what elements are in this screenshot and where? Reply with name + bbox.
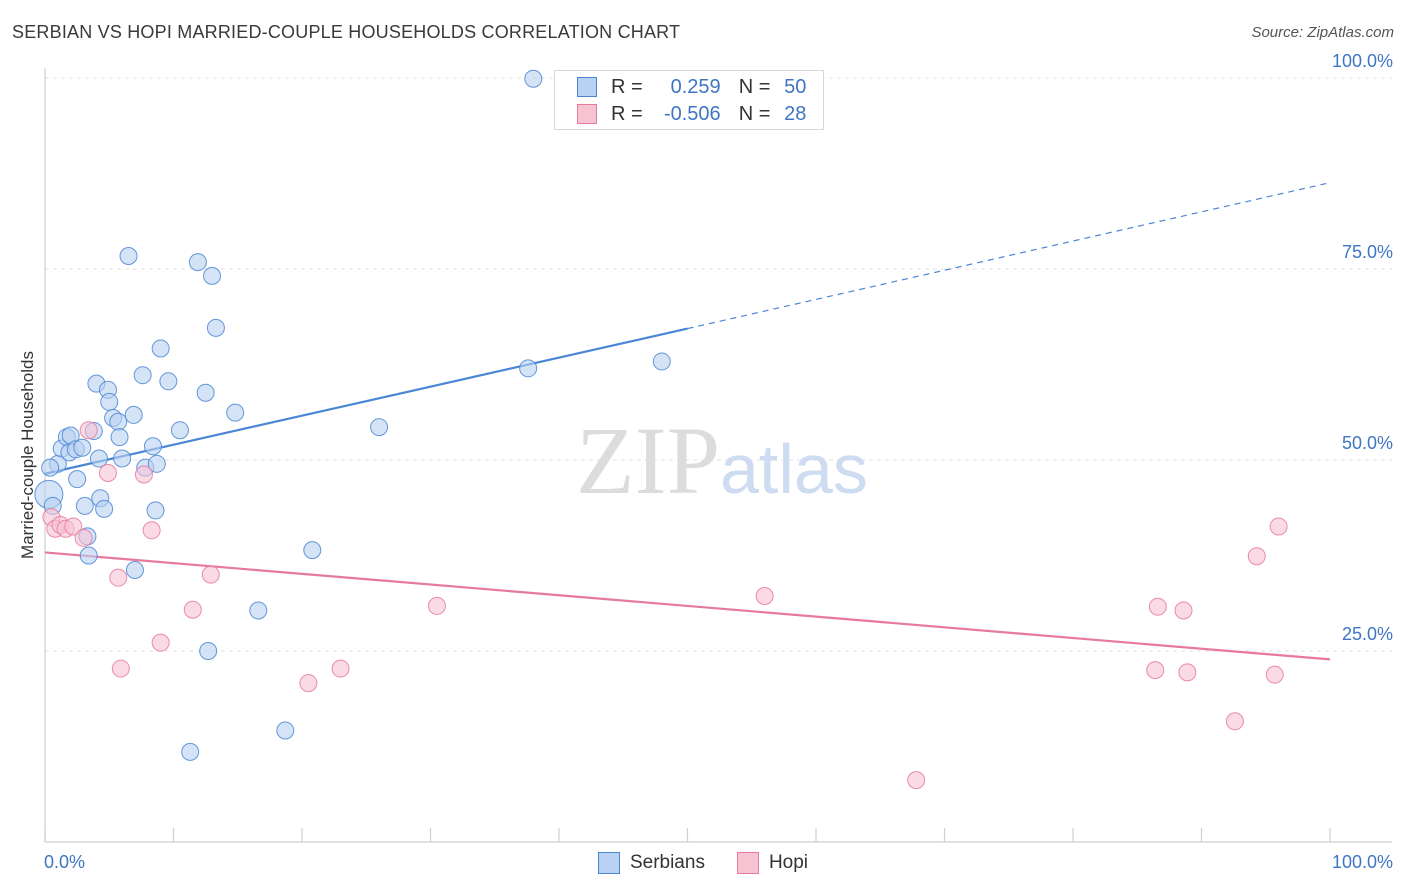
hopi-legend-label: Hopi: [768, 852, 809, 873]
hopi-point: [151, 633, 170, 652]
chart-title: SERBIAN VS HOPI MARRIED-COUPLE HOUSEHOLD…: [12, 22, 681, 42]
hopi-point: [134, 465, 153, 484]
serbians-point: [249, 601, 268, 620]
serbians-point: [113, 449, 132, 468]
legend-item-hopi[interactable]: Hopi: [736, 852, 809, 874]
serbians-point: [119, 247, 138, 266]
legend-row-serbians: R = 0.259 N = 50: [577, 73, 806, 101]
serbians-point: [181, 742, 200, 761]
hopi-point: [1174, 601, 1193, 620]
serbians-point: [199, 642, 218, 660]
watermark-atlas: atlas: [720, 430, 868, 508]
hopi-swatch: [577, 104, 597, 124]
serbians-r-value: 0.259: [670, 75, 721, 98]
serbians-point: [524, 69, 543, 88]
serbians-point: [73, 438, 92, 457]
hopi-r-value: -0.506: [663, 102, 721, 125]
y-tick-label: 75.0%: [1342, 242, 1393, 262]
serbians-point: [133, 366, 152, 385]
serbians-point: [188, 253, 207, 272]
y-tick-label: 50.0%: [1342, 433, 1393, 453]
serbians-point: [370, 418, 389, 437]
serbians-point: [75, 496, 94, 515]
serbians-point: [89, 449, 108, 468]
watermark-zip: ZIP: [576, 407, 720, 514]
hopi-legend-swatch: [736, 852, 759, 874]
serbians-point: [652, 352, 671, 371]
hopi-point: [109, 568, 128, 587]
serbians-point: [41, 458, 60, 477]
series-legend: Serbians Hopi: [0, 852, 1406, 874]
hopi-point: [201, 565, 220, 584]
n-label: N =: [738, 75, 771, 98]
correlation-legend: R = 0.259 N = 50 R = -0.506 N = 28: [554, 70, 824, 130]
serbians-point: [110, 428, 129, 447]
serbians-point: [79, 546, 98, 565]
hopi-point: [183, 600, 202, 619]
hopi-point: [1269, 517, 1288, 536]
serbians-point: [303, 541, 322, 560]
hopi-point: [111, 659, 130, 678]
hopi-point: [1265, 665, 1284, 684]
serbians-point: [276, 721, 295, 740]
legend-item-serbians[interactable]: Serbians: [597, 852, 705, 874]
x-tick-label-max: 100.0%: [1332, 852, 1393, 872]
serbians-point: [519, 359, 538, 378]
serbians-point: [124, 405, 143, 424]
n-label: N =: [738, 102, 771, 125]
source-label: Source: ZipAtlas.com: [1251, 24, 1394, 41]
axes: [44, 68, 1392, 843]
hopi-point: [907, 771, 926, 790]
series-hopi: [42, 421, 1288, 790]
x-tick-label-min: 0.0%: [44, 852, 85, 872]
serbians-trend-extension: [687, 182, 1331, 330]
serbians-point: [100, 392, 119, 411]
gridlines: [45, 77, 1392, 652]
hopi-point: [98, 463, 117, 482]
legend-row-hopi: R = -0.506 N = 28: [577, 100, 806, 128]
serbians-point: [125, 561, 144, 580]
data-points: [34, 69, 1288, 790]
serbians-point: [206, 318, 225, 337]
hopi-point: [1178, 663, 1197, 682]
hopi-point: [79, 421, 98, 440]
hopi-point: [1225, 712, 1244, 731]
serbians-point: [159, 372, 178, 391]
serbians-point: [143, 437, 162, 456]
series-serbians: [34, 69, 671, 761]
serbians-point: [109, 412, 128, 431]
hopi-trend-line: [44, 551, 1331, 661]
serbians-swatch: [577, 77, 597, 97]
serbians-legend-label: Serbians: [629, 852, 705, 873]
serbians-point: [146, 501, 165, 520]
serbians-point: [151, 339, 170, 358]
serbians-point: [95, 499, 114, 518]
hopi-point: [1146, 661, 1165, 680]
y-tick-label: 25.0%: [1342, 624, 1393, 644]
hopi-point: [427, 596, 446, 615]
hopi-point: [331, 659, 350, 678]
serbians-point: [196, 383, 215, 402]
hopi-point: [64, 517, 83, 536]
serbians-point: [226, 403, 245, 422]
serbians-point: [68, 470, 87, 489]
serbians-point: [203, 266, 222, 285]
serbians-point: [147, 454, 166, 473]
tick-labels: 25.0% 50.0% 75.0% 100.0% 0.0% 100.0%: [44, 51, 1393, 872]
hopi-point: [299, 674, 318, 693]
hopi-point: [74, 528, 93, 547]
hopi-point: [1148, 597, 1167, 616]
r-label: R =: [611, 102, 643, 125]
serbians-legend-swatch: [597, 852, 620, 874]
serbians-n-value: 50: [784, 75, 807, 98]
hopi-n-value: 28: [784, 102, 807, 125]
hopi-point: [142, 521, 161, 540]
hopi-point: [1247, 547, 1266, 566]
r-label: R =: [611, 75, 643, 98]
hopi-point: [755, 586, 774, 605]
y-tick-label: 100.0%: [1332, 51, 1393, 71]
serbians-point: [170, 421, 189, 440]
